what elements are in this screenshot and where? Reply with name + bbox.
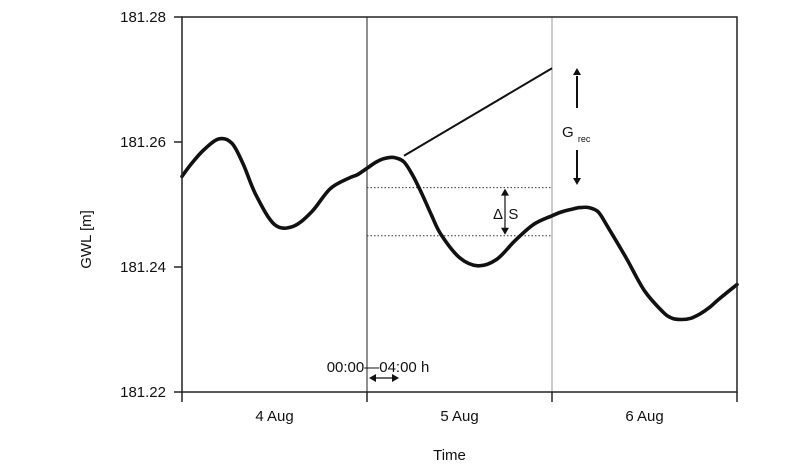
grec-arrow-head-up xyxy=(573,68,581,75)
delta-s-letter: S xyxy=(508,206,518,223)
delta-s-arrow-head-up xyxy=(501,188,509,196)
day-label: 5 Aug xyxy=(440,408,478,425)
grec-subscript: rec xyxy=(578,134,591,144)
extrapolation-line xyxy=(403,67,553,157)
x-axis-ticks xyxy=(181,392,738,402)
grec-main: G xyxy=(562,124,574,141)
day-label: 6 Aug xyxy=(625,408,663,425)
y-tick-label: 181.26 xyxy=(120,134,166,151)
y-tick-label: 181.28 xyxy=(120,9,166,26)
plot-frame xyxy=(181,16,738,393)
grec-arrow-head-down xyxy=(573,178,581,185)
delta-s-annotation: Δ S xyxy=(493,206,518,223)
delta-symbol: Δ xyxy=(493,206,503,223)
x-axis-day-labels: 4 Aug 5 Aug 6 Aug xyxy=(255,408,663,425)
y-tick-label: 181.22 xyxy=(120,384,166,401)
y-axis-ticks xyxy=(174,16,182,393)
level-dotted-lines xyxy=(367,187,552,237)
delta-s-arrow-head-down xyxy=(501,227,509,235)
y-axis-label: GWL [m] xyxy=(78,210,95,269)
time-window-annotation: 00:00—04:00 h xyxy=(327,359,430,376)
day-boundary-lines xyxy=(366,17,553,392)
time-window-arrow-head-right xyxy=(392,374,399,382)
annotation-arrows xyxy=(369,68,581,382)
x-axis-label: Time xyxy=(433,447,466,464)
time-window-arrow-head-left xyxy=(369,374,376,382)
y-tick-label: 181.24 xyxy=(120,259,166,276)
grec-annotation: G rec xyxy=(562,124,591,144)
y-axis-tick-labels: 181.22 181.24 181.26 181.28 xyxy=(120,9,166,401)
gwl-series-line xyxy=(180,136,739,322)
day-label: 4 Aug xyxy=(255,408,293,425)
